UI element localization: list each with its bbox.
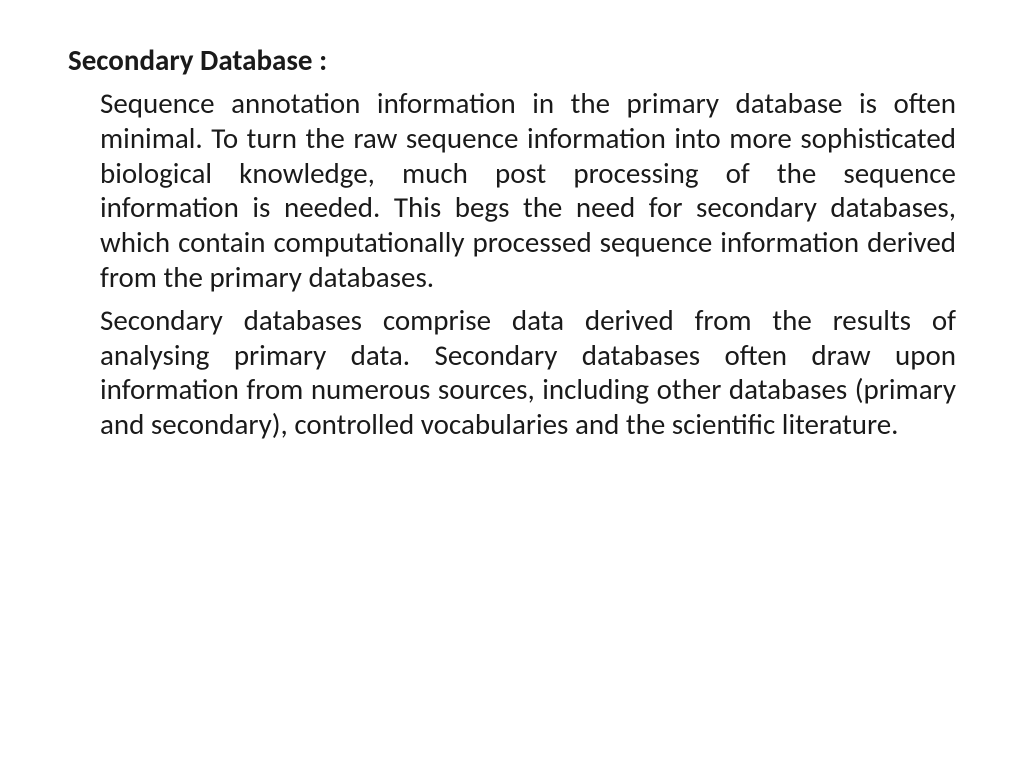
slide-content: Secondary Database : Sequence annotation… <box>0 0 1024 768</box>
body-paragraph-1: Sequence annotation information in the p… <box>68 86 956 295</box>
section-heading: Secondary Database : <box>68 42 956 78</box>
body-paragraph-2: Secondary databases comprise data derive… <box>68 303 956 442</box>
